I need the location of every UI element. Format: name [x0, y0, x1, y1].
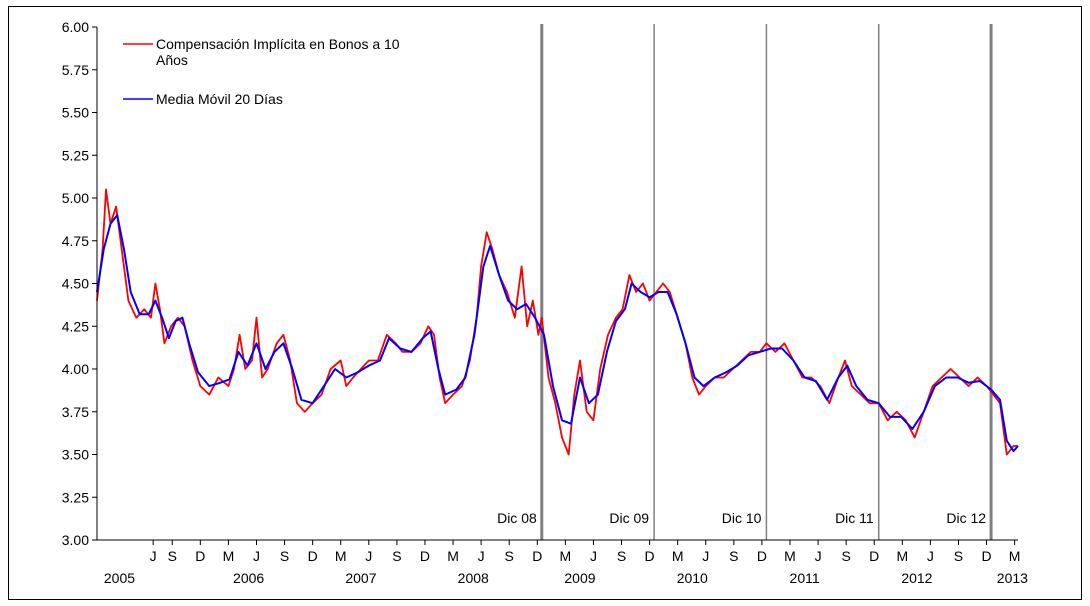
- series-line-0: [96, 188, 1018, 456]
- x-tick-label-month: J: [365, 548, 372, 564]
- x-tick-label-year: 2008: [458, 570, 489, 586]
- x-tick-label-month: S: [729, 548, 738, 564]
- legend-label-series-0: Compensación Implícita en Bonos a 10 Año…: [156, 36, 403, 68]
- x-tick-label-month: D: [420, 548, 430, 564]
- x-tick-label-month: D: [532, 548, 542, 564]
- x-tick-label-year: 2012: [901, 570, 932, 586]
- y-tick-label: 5.50: [62, 105, 89, 121]
- x-tick-label-month: D: [981, 548, 991, 564]
- y-tick-label: 5.75: [62, 62, 89, 78]
- x-tick-label-year: 2005: [104, 570, 135, 586]
- series-lines: [96, 188, 1019, 456]
- x-tick-label-month: J: [253, 548, 260, 564]
- legend-label-series-0-line2: Años: [156, 52, 188, 68]
- x-tick-label-month: M: [447, 548, 459, 564]
- x-tick-label-year: 2007: [345, 570, 376, 586]
- reference-line-label: Dic 08: [497, 510, 537, 526]
- legend: Compensación Implícita en Bonos a 10 Año…: [123, 36, 403, 107]
- x-tick-label-month: S: [617, 548, 626, 564]
- reference-line-label: Dic 11: [835, 510, 874, 526]
- reference-line-label: Dic 12: [946, 510, 986, 526]
- x-tick-label-month: D: [308, 548, 318, 564]
- vertical-reference-lines: [540, 24, 993, 540]
- reference-line-label: Dic 10: [722, 510, 762, 526]
- y-tick-label: 3.50: [62, 447, 89, 463]
- x-tick-label-month: J: [150, 548, 157, 564]
- tick-labels: 3.00 3.25 3.50 3.75 4.00 4.25 4.50 4.75 5.00 5.25…: [62, 19, 1028, 586]
- y-tick-label: 5.00: [62, 190, 89, 206]
- y-tick-label: 4.50: [62, 276, 89, 292]
- y-tick-label: 4.75: [62, 233, 89, 249]
- x-tick-label-month: S: [505, 548, 514, 564]
- axes: [92, 26, 1018, 545]
- x-tick-label-month: S: [280, 548, 289, 564]
- x-tick-label-month: J: [702, 548, 709, 564]
- y-tick-label: 4.00: [62, 361, 89, 377]
- x-tick-label-year: 2006: [233, 570, 264, 586]
- x-tick-label-month: S: [954, 548, 963, 564]
- x-tick-label-month: M: [560, 548, 572, 564]
- y-tick-label: 3.75: [62, 404, 89, 420]
- y-tick-label: 6.00: [62, 19, 89, 35]
- chart-frame: [8, 6, 1082, 600]
- x-tick-label-month: S: [168, 548, 177, 564]
- x-tick-label-month: S: [841, 548, 850, 564]
- x-tick-label-month: J: [478, 548, 485, 564]
- legend-label-series-1: Media Móvil 20 Días: [156, 91, 283, 107]
- x-tick-label-month: J: [815, 548, 822, 564]
- x-tick-label-year: 2011: [790, 570, 820, 586]
- x-tick-label-year: 2013: [997, 570, 1028, 586]
- x-tick-label-month: M: [784, 548, 796, 564]
- x-tick-label-month: M: [223, 548, 235, 564]
- x-tick-label-month: M: [672, 548, 684, 564]
- x-tick-label-month: J: [590, 548, 597, 564]
- x-tick-label-month: D: [195, 548, 205, 564]
- x-tick-label-month: M: [335, 548, 347, 564]
- y-tick-label: 3.00: [62, 532, 89, 548]
- x-tick-label-month: S: [392, 548, 401, 564]
- x-tick-label-year: 2010: [677, 570, 708, 586]
- legend-label-series-0-line1: Compensación Implícita en Bonos a 10: [156, 36, 400, 52]
- annotations: Dic 08 Dic 09 Dic 10 Dic 11 Dic 12: [497, 510, 986, 526]
- x-tick-label-year: 2009: [564, 570, 595, 586]
- x-tick-label-month: M: [896, 548, 908, 564]
- x-tick-label-month: D: [645, 548, 655, 564]
- x-tick-label-month: D: [757, 548, 767, 564]
- y-tick-label: 4.25: [62, 318, 89, 334]
- series-line-1: [96, 214, 1019, 453]
- reference-line-label: Dic 09: [609, 510, 649, 526]
- x-tick-label-month: M: [1009, 548, 1021, 564]
- x-tick-label-month: D: [869, 548, 879, 564]
- y-tick-label: 3.25: [62, 489, 89, 505]
- x-tick-label-month: J: [927, 548, 934, 564]
- y-tick-label: 5.25: [62, 147, 89, 163]
